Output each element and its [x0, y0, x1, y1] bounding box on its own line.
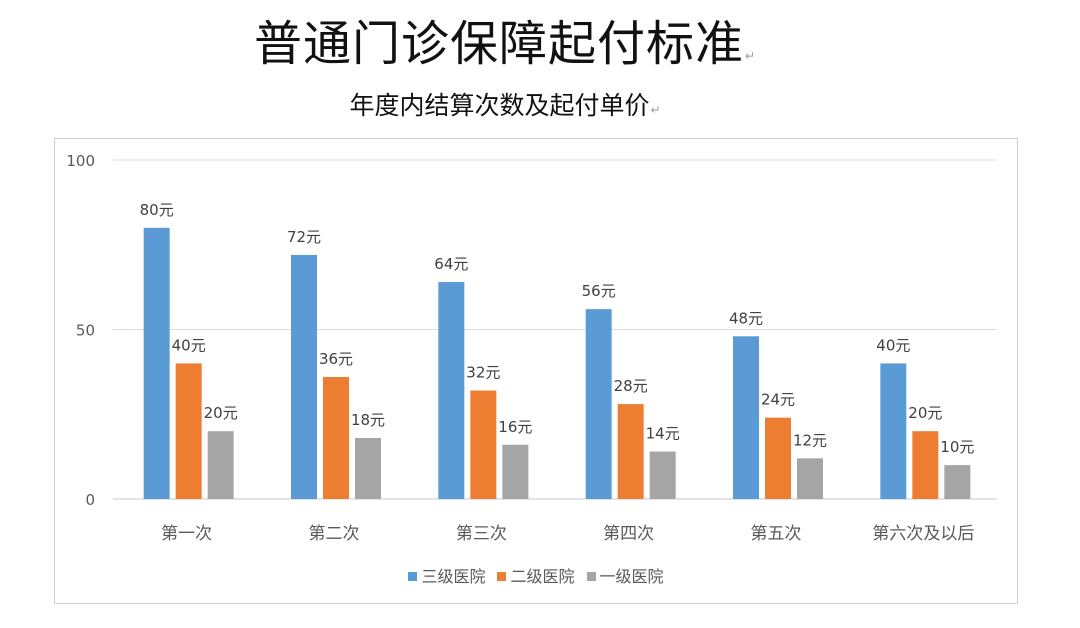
data-label: 32元: [466, 364, 500, 382]
data-label: 20元: [908, 404, 942, 422]
x-tick-label: 第六次及以后: [872, 524, 974, 544]
bar: [797, 458, 823, 499]
title-text: 普通门诊保障起付标准: [253, 16, 744, 72]
bar: [291, 254, 317, 499]
data-label: 80元: [140, 201, 174, 219]
bar: [143, 227, 170, 500]
paragraph-mark: ↵: [744, 49, 757, 63]
bar: [944, 465, 971, 499]
chart-legend: 三级医院 二级医院 一级医院: [55, 563, 1017, 587]
data-label: 36元: [319, 350, 353, 368]
bar: [207, 431, 234, 499]
bar: [323, 376, 349, 499]
data-label: 18元: [351, 411, 385, 429]
x-tick-label: 第四次: [603, 524, 654, 544]
bar: [502, 444, 529, 499]
bar: [617, 404, 644, 499]
legend-label: 一级医院: [599, 567, 664, 586]
x-tick-label: 第一次: [161, 524, 212, 544]
bar: [355, 437, 381, 499]
data-label: 10元: [940, 438, 974, 456]
y-tick-label: 100: [66, 152, 95, 170]
x-tick-label: 第五次: [751, 524, 802, 544]
y-tick-label: 50: [76, 322, 95, 340]
data-label: 24元: [761, 391, 795, 409]
bar: [438, 282, 465, 499]
bar: [585, 309, 612, 499]
y-tick-label: 0: [85, 491, 95, 509]
bar: [765, 417, 791, 499]
data-label: 20元: [204, 404, 238, 422]
bar: [733, 336, 759, 499]
data-label: 56元: [582, 282, 616, 300]
page-subtitle: 年度内结算次数及起付单价↵: [0, 86, 1010, 122]
data-label: 48元: [729, 309, 763, 327]
subtitle-text: 年度内结算次数及起付单价: [349, 91, 650, 120]
data-label: 40元: [172, 336, 206, 354]
x-tick-label: 第二次: [309, 524, 360, 544]
legend-swatch: [497, 572, 507, 581]
x-tick-label: 第三次: [456, 524, 507, 544]
data-label: 16元: [498, 418, 532, 436]
legend-item: 二级医院: [497, 563, 575, 587]
bar: [470, 390, 497, 499]
data-label: 64元: [434, 255, 468, 273]
bar: [880, 363, 907, 499]
legend-swatch: [586, 572, 596, 581]
page-title: 普通门诊保障起付标准↵: [0, 4, 1010, 74]
legend-label: 三级医院: [421, 567, 486, 586]
bar: [175, 363, 202, 499]
legend-swatch: [408, 572, 418, 581]
data-label: 12元: [793, 431, 827, 449]
chart-frame: 0 50 100 80元 40元 20元第一次 72元 36元 18元第二次 64元 32元 16元第…: [54, 138, 1018, 604]
legend-item: 一级医院: [586, 563, 664, 587]
data-label: 72元: [287, 228, 321, 246]
data-label: 28元: [614, 377, 648, 395]
legend-item: 三级医院: [408, 563, 485, 587]
legend-label: 二级医院: [510, 567, 575, 586]
data-label: 14元: [646, 425, 680, 443]
bar: [649, 451, 676, 499]
bar: [912, 431, 939, 499]
paragraph-mark: ↵: [650, 103, 661, 117]
data-label: 40元: [876, 336, 910, 354]
